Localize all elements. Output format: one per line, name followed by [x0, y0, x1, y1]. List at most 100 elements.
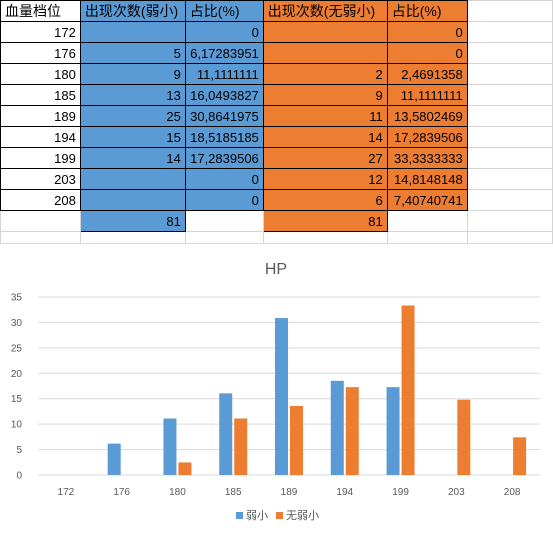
bar-weak[interactable] — [386, 387, 400, 475]
cell[interactable]: 6 — [262, 189, 388, 211]
legend-label-noweak: 无弱小 — [286, 509, 319, 522]
column-header[interactable]: 出现次数(无弱小) — [262, 0, 388, 22]
cell[interactable]: 30,8641975 — [184, 105, 264, 127]
cell[interactable] — [466, 0, 553, 22]
cell[interactable]: 11,1111111 — [184, 63, 264, 85]
column-header[interactable]: 占比(%) — [386, 0, 468, 22]
cell[interactable]: 6,17283951 — [184, 42, 264, 64]
cell[interactable] — [466, 42, 553, 64]
cell[interactable]: 9 — [262, 84, 388, 106]
cell[interactable] — [466, 168, 553, 190]
cell[interactable]: 33,3333333 — [386, 147, 468, 169]
totals-row: 81 81 — [0, 210, 553, 232]
cell[interactable] — [262, 21, 388, 43]
bar-weak[interactable] — [107, 443, 121, 475]
y-tick-label: 0 — [16, 471, 22, 482]
column-header[interactable]: 血量档位 — [0, 0, 81, 22]
cell[interactable] — [466, 210, 553, 232]
cell[interactable] — [79, 21, 186, 43]
total-cell[interactable] — [0, 210, 81, 232]
legend-swatch-noweak — [276, 512, 283, 519]
y-tick-label: 35 — [11, 293, 23, 304]
column-header[interactable]: 占比(%) — [184, 0, 264, 22]
cell[interactable]: 13,5802469 — [386, 105, 468, 127]
cell[interactable]: 189 — [0, 105, 81, 127]
cell[interactable]: 27 — [262, 147, 388, 169]
table-row: 208 0 6 7,40740741 — [0, 189, 553, 211]
cell[interactable]: 9 — [79, 63, 186, 85]
cell[interactable] — [466, 84, 553, 106]
cell[interactable]: 172 — [0, 21, 81, 43]
x-tick-label: 185 — [225, 487, 242, 498]
cell[interactable] — [466, 105, 553, 127]
bar-noweak[interactable] — [290, 405, 303, 475]
cell[interactable]: 17,2839506 — [386, 126, 468, 148]
cell[interactable]: 0 — [184, 168, 264, 190]
cell[interactable]: 25 — [79, 105, 186, 127]
cell[interactable]: 14 — [262, 126, 388, 148]
cell[interactable]: 199 — [0, 147, 81, 169]
total-cell[interactable] — [184, 210, 264, 232]
cell[interactable]: 13 — [79, 84, 186, 106]
column-header[interactable]: 出现次数(弱小) — [79, 0, 186, 22]
y-tick-label: 30 — [11, 318, 23, 329]
bar-noweak[interactable] — [178, 462, 192, 475]
bar-weak[interactable] — [330, 380, 344, 475]
cell[interactable] — [466, 21, 553, 43]
cell[interactable]: 194 — [0, 126, 81, 148]
chart-canvas: HP 0 5 10 15 20 25 30 35 172 176 180 185 189 194 199 20… — [11, 261, 540, 522]
cell[interactable]: 0 — [184, 189, 264, 211]
bar-weak[interactable] — [163, 418, 177, 475]
cell[interactable]: 2,4691358 — [386, 63, 468, 85]
cell[interactable]: 18,5185185 — [184, 126, 264, 148]
cell[interactable] — [466, 189, 553, 211]
cell[interactable]: 7,40740741 — [386, 189, 468, 211]
total-cell[interactable] — [386, 210, 468, 232]
table-row: 185 13 16,0493827 9 11,1111111 — [0, 84, 553, 106]
cell[interactable]: 14 — [79, 147, 186, 169]
cell[interactable]: 0 — [386, 21, 468, 43]
cell[interactable]: 14,8148148 — [386, 168, 468, 190]
cell[interactable]: 16,0493827 — [184, 84, 264, 106]
cell[interactable]: 2 — [262, 63, 388, 85]
bar-weak[interactable] — [219, 393, 233, 475]
cell[interactable]: 17,2839506 — [184, 147, 264, 169]
cell[interactable]: 15 — [79, 126, 186, 148]
table-row: 203 0 12 14,8148148 — [0, 168, 553, 190]
header-row: 血量档位 出现次数(弱小) 占比(%) 出现次数(无弱小) 占比(%) — [0, 0, 553, 22]
cell[interactable]: 5 — [79, 42, 186, 64]
cell[interactable] — [466, 147, 553, 169]
table-row: 176 5 6,17283951 0 — [0, 42, 553, 64]
total-cell[interactable]: 81 — [262, 210, 388, 232]
bar-noweak[interactable] — [401, 305, 415, 475]
cell[interactable]: 12 — [262, 168, 388, 190]
cell[interactable] — [79, 189, 186, 211]
cell[interactable] — [466, 63, 553, 85]
cell[interactable]: 203 — [0, 168, 81, 190]
bar-noweak[interactable] — [513, 437, 527, 475]
bar-noweak[interactable] — [457, 399, 471, 475]
bar-noweak[interactable] — [234, 418, 248, 475]
cell[interactable]: 208 — [0, 189, 81, 211]
table-row: 172 0 0 — [0, 21, 553, 43]
spreadsheet: 血量档位 出现次数(弱小) 占比(%) 出现次数(无弱小) 占比(%) 172 0 0 176 5… — [0, 0, 553, 253]
cell[interactable]: 11,1111111 — [386, 84, 468, 106]
cell[interactable] — [262, 42, 388, 64]
cell[interactable]: 0 — [184, 21, 264, 43]
bar-chart: HP 0 5 10 15 20 25 30 35 172 176 180 185 189 194 199 20… — [0, 243, 553, 537]
cell[interactable]: 176 — [0, 42, 81, 64]
x-tick-label: 172 — [58, 487, 75, 498]
table-row: 194 15 18,5185185 14 17,2839506 — [0, 126, 553, 148]
cell[interactable]: 11 — [262, 105, 388, 127]
x-tick-label: 203 — [448, 487, 465, 498]
cell[interactable] — [79, 168, 186, 190]
bar-noweak[interactable] — [345, 387, 359, 475]
y-tick-label: 10 — [11, 420, 23, 431]
cell[interactable] — [466, 126, 553, 148]
cell[interactable]: 185 — [0, 84, 81, 106]
total-cell[interactable]: 81 — [79, 210, 186, 232]
bar-weak[interactable] — [275, 318, 288, 475]
cell[interactable]: 180 — [0, 63, 81, 85]
cell[interactable]: 0 — [386, 42, 468, 64]
x-tick-label: 176 — [113, 487, 130, 498]
